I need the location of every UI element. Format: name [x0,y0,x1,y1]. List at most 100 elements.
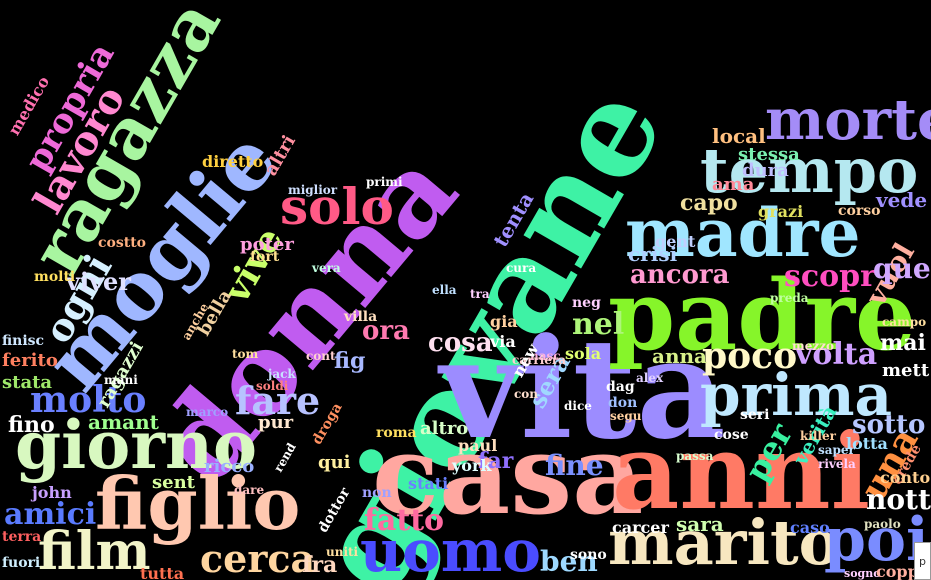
cloud-word: viver [66,267,131,296]
cloud-word: far [478,448,514,474]
cloud-word: ricco [204,456,255,477]
cloud-word: volta [795,337,878,372]
cloud-word: grazi [758,202,804,221]
cloud-word: morte [765,87,931,153]
cloud-word: mett [882,360,930,381]
cloud-word: ella [432,283,457,297]
cloud-word: seri [740,407,770,423]
cloud-word: crisi [628,242,678,266]
cloud-word: diretto [202,152,264,171]
cloud-word: figlio [95,461,301,546]
cloud-word: local [712,124,766,148]
cloud-word: gent [655,232,696,251]
cloud-word: roma [376,425,417,441]
cloud-word: giorno [15,406,258,484]
cloud-word: scopr [784,259,876,294]
cloud-word: prima [700,361,893,429]
cloud-word: ancora [630,260,730,290]
cloud-word: marco [186,405,229,419]
cloud-word: villa [344,309,378,325]
cloud-word: notte [866,483,931,516]
cloud-word: casa [372,410,644,539]
corner-badge[interactable]: p [914,542,931,580]
cloud-word: fatto [364,503,445,538]
cloud-word: sono [570,547,607,563]
cloud-word: rivela [818,457,856,471]
cloud-word: york [452,456,492,475]
cloud-word: costto [98,235,147,251]
cloud-word: dare [234,483,265,497]
cloud-word: gia [490,312,518,331]
cloud-word: primi [366,175,403,189]
cloud-word: altro [420,418,469,439]
cloud-word: corso [838,203,881,219]
cloud-word: paolo [864,517,901,531]
cloud-word: carriera [512,353,567,367]
cloud-word: killer [800,429,836,443]
cloud-word: neg [572,295,601,311]
cloud-word: sotto [852,410,926,440]
cloud-word: jack [268,367,296,381]
cloud-word: quel [873,252,931,285]
cloud-word: dura [742,160,789,181]
corner-badge-label: p [919,555,926,568]
cloud-word: poi [824,505,929,575]
cloud-word: uniti [326,545,359,559]
cloud-word: vera [312,261,341,275]
cloud-word: capo [680,190,738,216]
cloud-word: passa [676,449,714,463]
cloud-word: molti [34,269,76,285]
cloud-word: lotta [846,434,888,453]
cloud-word: terra [2,529,42,545]
cloud-word: sara [676,512,724,536]
cloud-word: solo [280,177,394,236]
cloud-word: poter [240,234,294,255]
cloud-word: soldi [256,379,289,393]
cloud-word: molto [30,379,147,421]
cloud-word: marito [608,506,840,579]
cloud-word: tra [470,287,490,301]
cloud-word: mani [104,373,138,387]
cloud-word: fuori [2,555,41,571]
cloud-word: non [362,485,392,501]
cloud-word: stata [2,372,53,393]
cloud-word: vede [876,188,928,212]
cloud-word: carcer [612,518,669,537]
cloud-word: tom [232,347,259,361]
cloud-word: pur [258,412,294,433]
cloud-word: sogno [844,567,881,580]
cloud-word: amant [88,410,159,434]
cloud-word: anna [652,344,707,368]
cloud-word: john [32,483,72,502]
cloud-word: campo [882,315,927,329]
cloud-word: don [608,395,638,411]
cloud-word: amici [4,497,97,532]
cloud-word: fort [250,249,280,265]
cloud-word: cerca [200,536,316,580]
cloud-word: mai [880,330,926,356]
cloud-word: segu [610,409,642,423]
cloud-word: tutta [140,564,185,580]
cloud-word: copp [876,562,919,580]
cloud-word: cont [306,349,336,363]
cloud-word: film [38,521,151,580]
cloud-word: fig [334,348,366,374]
cloud-word: dag [606,379,635,395]
cloud-word: paul [458,436,498,455]
cloud-word: nel [572,307,625,342]
cloud-word: saper [818,443,855,457]
cloud-word: cosa [428,328,493,358]
cloud-word: qui [318,452,351,473]
cloud-word: tempo [700,134,919,207]
cloud-word: poco [702,335,798,377]
cloud-word: fine [545,449,604,482]
cloud-word: madre [625,194,861,272]
cloud-word: fra [302,552,338,578]
cloud-word: ferito [2,350,58,371]
cloud-word: vita [440,307,726,470]
cloud-word: sent [152,472,195,493]
cloud-word: con [514,387,539,401]
cloud-word: preda [770,291,809,305]
cloud-word: padre [608,259,917,372]
